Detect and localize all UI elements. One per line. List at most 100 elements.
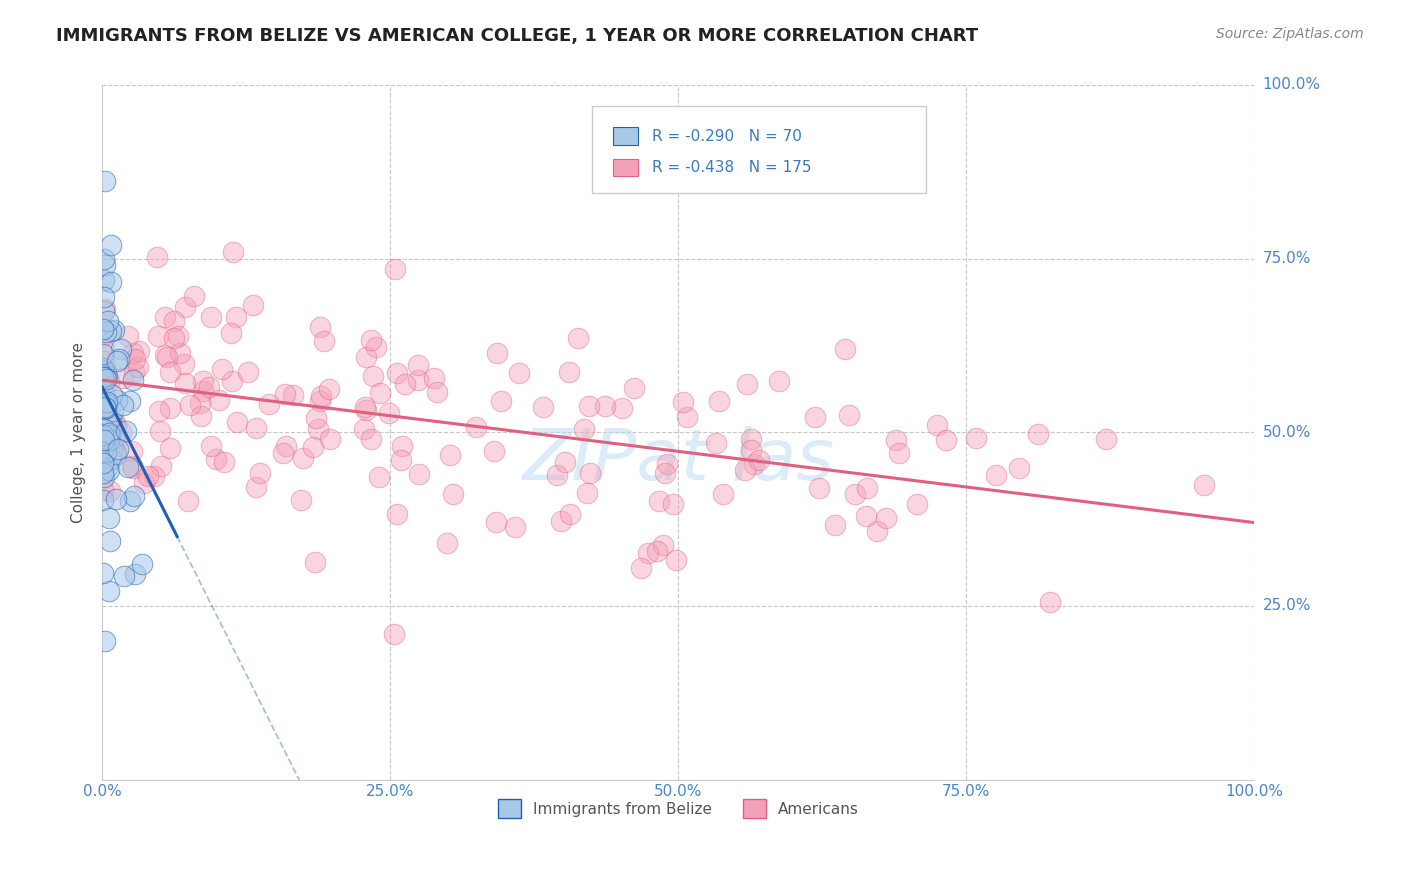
Point bbox=[354, 402, 377, 417]
Point bbox=[138, 469, 160, 483]
Point bbox=[273, 387, 295, 401]
Point bbox=[122, 373, 145, 387]
Point bbox=[304, 555, 326, 569]
Point bbox=[105, 419, 128, 434]
Point bbox=[208, 392, 231, 407]
Point bbox=[177, 494, 200, 508]
Point bbox=[91, 328, 114, 343]
Point bbox=[884, 433, 907, 447]
Point bbox=[174, 300, 197, 314]
Point bbox=[94, 369, 117, 384]
Point bbox=[146, 250, 169, 264]
Point bbox=[389, 453, 412, 467]
Point bbox=[103, 323, 125, 337]
Point bbox=[107, 442, 129, 457]
Point bbox=[167, 329, 190, 343]
Point bbox=[572, 422, 595, 436]
Point bbox=[191, 384, 214, 398]
Point bbox=[259, 397, 281, 411]
Point bbox=[93, 301, 115, 316]
Point bbox=[648, 493, 671, 508]
Point bbox=[363, 368, 385, 383]
Point bbox=[222, 244, 245, 259]
Point bbox=[866, 524, 889, 539]
Point bbox=[225, 310, 247, 324]
Point bbox=[128, 343, 150, 358]
Point bbox=[127, 359, 149, 374]
Point bbox=[318, 382, 340, 396]
Point bbox=[242, 298, 264, 312]
Point bbox=[173, 358, 195, 372]
Point bbox=[578, 399, 600, 413]
Point bbox=[98, 375, 121, 389]
Point bbox=[146, 329, 169, 343]
Point bbox=[110, 425, 132, 440]
Point bbox=[441, 487, 464, 501]
Point bbox=[610, 401, 633, 416]
Point bbox=[100, 324, 122, 338]
Point bbox=[508, 366, 530, 380]
Point bbox=[238, 365, 260, 379]
Point bbox=[122, 345, 145, 359]
Point bbox=[93, 492, 115, 507]
Point bbox=[204, 452, 226, 467]
Point bbox=[408, 467, 430, 481]
Point bbox=[169, 346, 191, 360]
Point bbox=[219, 326, 242, 340]
Point bbox=[124, 365, 146, 379]
Text: 50.0%: 50.0% bbox=[1263, 425, 1310, 440]
Text: 75.0%: 75.0% bbox=[1263, 252, 1310, 266]
Point bbox=[546, 468, 568, 483]
Point bbox=[436, 536, 458, 550]
Point bbox=[855, 481, 877, 495]
Point bbox=[117, 459, 139, 474]
Point bbox=[124, 351, 146, 366]
Text: R = -0.290   N = 70: R = -0.290 N = 70 bbox=[652, 128, 801, 144]
Point bbox=[111, 398, 134, 412]
Point bbox=[94, 401, 117, 415]
Point bbox=[676, 409, 699, 424]
Point bbox=[623, 380, 645, 394]
Point bbox=[353, 422, 375, 436]
Point bbox=[384, 262, 406, 277]
Point bbox=[531, 400, 554, 414]
Point bbox=[385, 507, 408, 521]
Point bbox=[807, 481, 830, 495]
Point bbox=[665, 553, 688, 567]
Point bbox=[905, 497, 928, 511]
Point bbox=[101, 404, 124, 418]
Point bbox=[554, 455, 576, 469]
Point bbox=[740, 443, 762, 458]
Point bbox=[742, 458, 765, 472]
Point bbox=[560, 507, 582, 521]
Point bbox=[132, 476, 155, 491]
Point bbox=[96, 394, 118, 409]
Point bbox=[98, 463, 121, 477]
Point bbox=[740, 432, 762, 446]
Point bbox=[1008, 461, 1031, 475]
Point bbox=[292, 450, 315, 465]
Point bbox=[875, 510, 897, 524]
Point bbox=[503, 519, 526, 533]
Text: 25.0%: 25.0% bbox=[1263, 599, 1310, 614]
Point bbox=[93, 566, 115, 581]
Point bbox=[96, 368, 118, 383]
Point bbox=[482, 443, 505, 458]
Point bbox=[93, 441, 115, 455]
Point bbox=[200, 310, 222, 325]
Point bbox=[364, 340, 387, 354]
Point bbox=[221, 374, 243, 388]
Point bbox=[748, 452, 770, 467]
Point bbox=[768, 374, 790, 388]
Point bbox=[855, 508, 877, 523]
Point bbox=[309, 394, 332, 409]
Point bbox=[97, 584, 120, 599]
Point bbox=[309, 319, 332, 334]
Point bbox=[464, 420, 486, 434]
Point bbox=[368, 470, 391, 484]
Point bbox=[93, 373, 115, 387]
Point bbox=[212, 454, 235, 468]
Point bbox=[965, 431, 987, 445]
Point bbox=[406, 358, 429, 372]
Point bbox=[593, 399, 616, 413]
